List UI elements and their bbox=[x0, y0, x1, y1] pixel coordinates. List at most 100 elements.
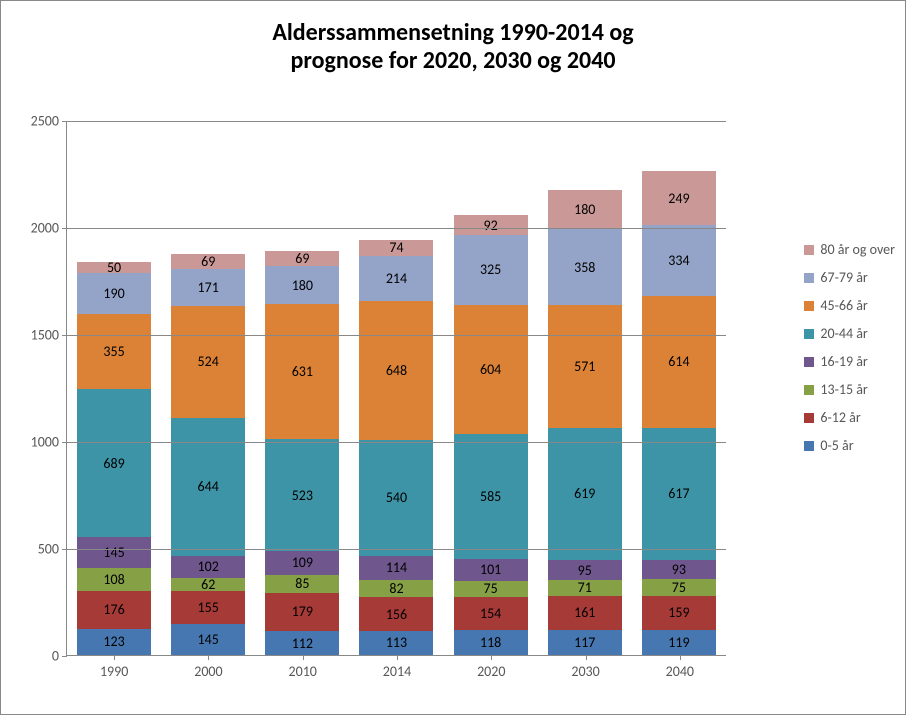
legend-swatch bbox=[804, 441, 814, 451]
bar-segment: 82 bbox=[359, 580, 433, 598]
grid-line bbox=[67, 121, 726, 122]
x-axis-label: 2014 bbox=[383, 663, 411, 680]
bar-segment: 114 bbox=[359, 556, 433, 580]
bar-segment: 159 bbox=[642, 596, 716, 630]
y-tick bbox=[62, 335, 67, 336]
x-tick bbox=[491, 655, 492, 660]
bar-segment: 109 bbox=[265, 551, 339, 574]
legend-swatch bbox=[804, 413, 814, 423]
bar-segment: 117 bbox=[548, 630, 622, 655]
bar-segment: 50 bbox=[77, 262, 151, 273]
legend-swatch bbox=[804, 385, 814, 395]
x-axis-label: 2030 bbox=[571, 663, 599, 680]
bar-segment: 123 bbox=[77, 629, 151, 655]
bar-group: 1181547510158560432592 bbox=[454, 215, 528, 655]
legend-item: 80 år og over bbox=[804, 241, 895, 258]
bar-segment: 92 bbox=[454, 215, 528, 235]
legend-label: 67-79 år bbox=[820, 269, 867, 286]
y-tick bbox=[62, 656, 67, 657]
legend-label: 80 år og over bbox=[820, 241, 895, 258]
bar-segment: 689 bbox=[77, 389, 151, 536]
legend-item: 6-12 år bbox=[804, 409, 895, 426]
bar-segment: 118 bbox=[454, 630, 528, 655]
legend-item: 45-66 år bbox=[804, 297, 895, 314]
legend-item: 13-15 år bbox=[804, 381, 895, 398]
bar-segment: 112 bbox=[265, 631, 339, 655]
title-line-2: prognose for 2020, 2030 og 2040 bbox=[290, 46, 615, 75]
bar-segment: 85 bbox=[265, 575, 339, 593]
bar-group: 12317610814568935519050 bbox=[77, 262, 151, 655]
bar-group: 1171617195619571358180 bbox=[548, 190, 622, 655]
bar-segment: 145 bbox=[77, 537, 151, 568]
legend-item: 16-19 år bbox=[804, 353, 895, 370]
legend: 80 år og over 67-79 år 45-66 år 20-44 år 16-… bbox=[804, 241, 895, 465]
chart-container: Alderssammensetning 1990-2014 og prognos… bbox=[0, 0, 906, 715]
bar-segment: 214 bbox=[359, 256, 433, 302]
grid-line bbox=[67, 549, 726, 550]
grid-line bbox=[67, 335, 726, 336]
bar-segment: 62 bbox=[171, 578, 245, 591]
y-axis-label: 0 bbox=[52, 648, 59, 665]
bar-segment: 614 bbox=[642, 296, 716, 427]
bar-segment: 145 bbox=[171, 624, 245, 655]
plot-area: 12317610814568935519050 14515562102644524… bbox=[66, 121, 726, 656]
bar-segment: 101 bbox=[454, 559, 528, 581]
bar-group: 1121798510952363118069 bbox=[265, 251, 339, 655]
legend-label: 16-19 år bbox=[820, 353, 867, 370]
x-tick bbox=[208, 655, 209, 660]
bar-segment: 161 bbox=[548, 596, 622, 630]
legend-item: 20-44 år bbox=[804, 325, 895, 342]
legend-item: 0-5 år bbox=[804, 437, 895, 454]
legend-label: 13-15 år bbox=[820, 381, 867, 398]
chart-title: Alderssammensetning 1990-2014 og prognos… bbox=[1, 1, 905, 74]
x-tick bbox=[586, 655, 587, 660]
bar-segment: 523 bbox=[265, 439, 339, 551]
legend-label: 20-44 år bbox=[820, 325, 867, 342]
y-tick bbox=[62, 121, 67, 122]
bar-segment: 102 bbox=[171, 556, 245, 578]
bar-segment: 155 bbox=[171, 591, 245, 624]
x-tick bbox=[303, 655, 304, 660]
bar-groups: 12317610814568935519050 14515562102644524… bbox=[67, 121, 726, 655]
y-tick bbox=[62, 228, 67, 229]
bar-segment: 176 bbox=[77, 591, 151, 629]
bar-segment: 179 bbox=[265, 593, 339, 631]
x-axis-label: 2020 bbox=[477, 663, 505, 680]
legend-swatch bbox=[804, 301, 814, 311]
x-axis-label: 2040 bbox=[666, 663, 694, 680]
bar-segment: 154 bbox=[454, 597, 528, 630]
bar-segment: 617 bbox=[642, 428, 716, 560]
bar-segment: 95 bbox=[548, 560, 622, 580]
bar-segment: 74 bbox=[359, 240, 433, 256]
bar-segment: 156 bbox=[359, 597, 433, 630]
bar-segment: 171 bbox=[171, 269, 245, 306]
bar-segment: 571 bbox=[548, 305, 622, 427]
bar-segment: 190 bbox=[77, 273, 151, 314]
bar-segment: 325 bbox=[454, 235, 528, 305]
bar-group: 1131568211454064821474 bbox=[359, 240, 433, 655]
bar-segment: 180 bbox=[548, 190, 622, 229]
legend-label: 6-12 år bbox=[820, 409, 860, 426]
bar-segment: 113 bbox=[359, 631, 433, 655]
bar-segment: 334 bbox=[642, 225, 716, 296]
bar-segment: 631 bbox=[265, 304, 339, 439]
y-axis-label: 2500 bbox=[31, 113, 59, 130]
bar-group: 1191597593617614334249 bbox=[642, 171, 716, 655]
x-axis-label: 1990 bbox=[100, 663, 128, 680]
bar-segment: 358 bbox=[548, 229, 622, 306]
bar-segment: 644 bbox=[171, 418, 245, 556]
y-axis-label: 1000 bbox=[31, 434, 59, 451]
bar-segment: 93 bbox=[642, 560, 716, 580]
bar-group: 1451556210264452417169 bbox=[171, 254, 245, 655]
bar-segment: 619 bbox=[548, 428, 622, 560]
bar-segment: 71 bbox=[548, 580, 622, 595]
bar-segment: 119 bbox=[642, 630, 716, 655]
x-tick bbox=[397, 655, 398, 660]
bar-segment: 69 bbox=[171, 254, 245, 269]
bar-segment: 75 bbox=[454, 581, 528, 597]
legend-label: 45-66 år bbox=[820, 297, 867, 314]
bar-segment: 648 bbox=[359, 301, 433, 440]
bar-segment: 69 bbox=[265, 251, 339, 266]
grid-line bbox=[67, 228, 726, 229]
legend-swatch bbox=[804, 329, 814, 339]
